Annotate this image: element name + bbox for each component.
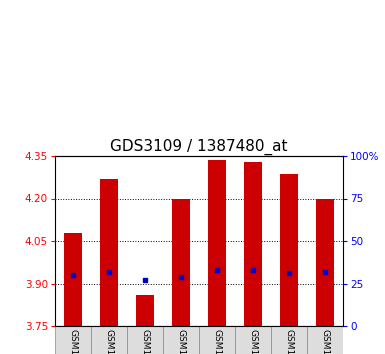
Point	[214, 267, 220, 273]
Bar	[136, 295, 154, 326]
Bar	[64, 233, 82, 326]
Bar	[172, 199, 190, 326]
Point	[250, 267, 256, 273]
Bar	[208, 160, 226, 326]
Bar	[307, 326, 343, 354]
Text: GSM159838: GSM159838	[320, 329, 330, 354]
Bar	[91, 326, 127, 354]
Text: GSM159833: GSM159833	[104, 329, 114, 354]
Point	[142, 277, 148, 283]
Text: GSM159835: GSM159835	[176, 329, 186, 354]
Bar	[280, 175, 298, 326]
Title: GDS3109 / 1387480_at: GDS3109 / 1387480_at	[110, 138, 288, 155]
Text: GSM159834: GSM159834	[141, 329, 149, 354]
Point	[178, 274, 184, 280]
Bar	[271, 326, 307, 354]
Bar	[127, 326, 163, 354]
Point	[106, 269, 112, 274]
Point	[286, 270, 292, 276]
Text: GSM159832: GSM159832	[248, 329, 258, 354]
Bar	[316, 199, 334, 326]
Point	[322, 269, 328, 274]
Text: GSM159830: GSM159830	[69, 329, 77, 354]
Text: GSM159837: GSM159837	[285, 329, 293, 354]
Bar	[235, 326, 271, 354]
Bar	[100, 179, 118, 326]
Text: GSM159831: GSM159831	[213, 329, 221, 354]
Bar	[244, 162, 262, 326]
Bar	[55, 326, 91, 354]
Bar	[199, 326, 235, 354]
Point	[70, 272, 76, 278]
Bar	[163, 326, 199, 354]
